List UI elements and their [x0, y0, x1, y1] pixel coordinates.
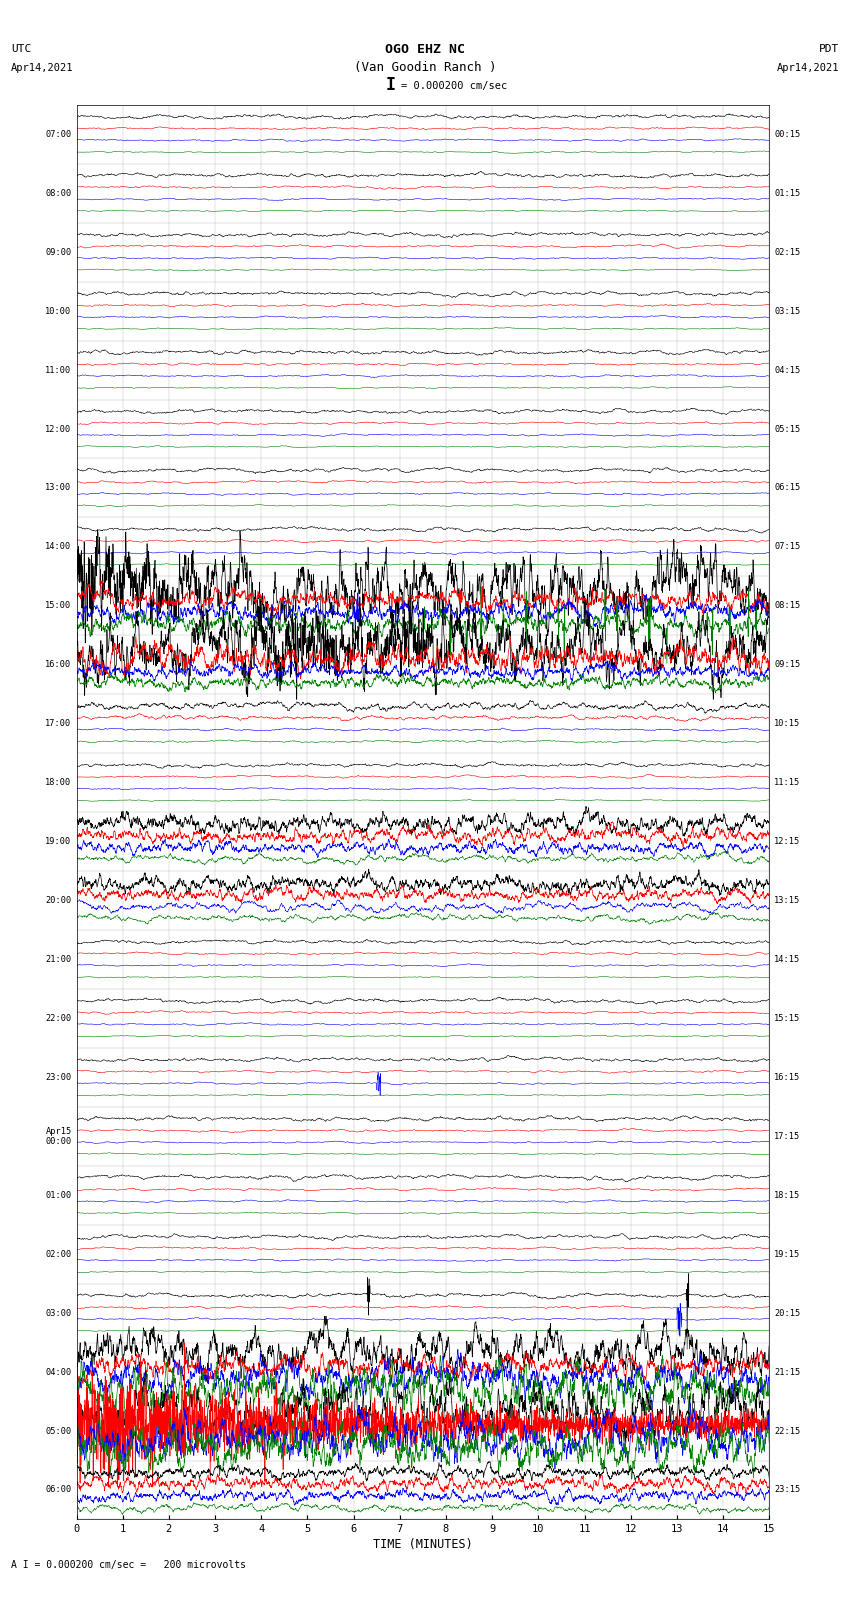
- Text: 04:15: 04:15: [774, 366, 801, 374]
- Text: 16:00: 16:00: [45, 660, 71, 669]
- Text: 05:00: 05:00: [45, 1426, 71, 1436]
- Text: Apr14,2021: Apr14,2021: [11, 63, 74, 73]
- Text: 21:00: 21:00: [45, 955, 71, 965]
- Text: 14:00: 14:00: [45, 542, 71, 552]
- Text: 20:15: 20:15: [774, 1308, 801, 1318]
- Text: 20:00: 20:00: [45, 897, 71, 905]
- Text: 10:15: 10:15: [774, 719, 801, 727]
- Text: 13:00: 13:00: [45, 484, 71, 492]
- Text: 19:00: 19:00: [45, 837, 71, 847]
- Text: 10:00: 10:00: [45, 306, 71, 316]
- Text: 06:00: 06:00: [45, 1486, 71, 1495]
- X-axis label: TIME (MINUTES): TIME (MINUTES): [373, 1539, 473, 1552]
- Text: 17:15: 17:15: [774, 1132, 801, 1140]
- Text: 16:15: 16:15: [774, 1073, 801, 1082]
- Text: 08:15: 08:15: [774, 602, 801, 610]
- Text: 03:00: 03:00: [45, 1308, 71, 1318]
- Text: 23:15: 23:15: [774, 1486, 801, 1495]
- Text: 14:15: 14:15: [774, 955, 801, 965]
- Text: 13:15: 13:15: [774, 897, 801, 905]
- Text: I: I: [386, 76, 396, 94]
- Text: 23:00: 23:00: [45, 1073, 71, 1082]
- Text: 15:15: 15:15: [774, 1015, 801, 1023]
- Text: 22:15: 22:15: [774, 1426, 801, 1436]
- Text: Apr15
00:00: Apr15 00:00: [45, 1126, 71, 1145]
- Text: 01:00: 01:00: [45, 1190, 71, 1200]
- Text: 12:15: 12:15: [774, 837, 801, 847]
- Text: 00:15: 00:15: [774, 129, 801, 139]
- Text: 01:15: 01:15: [774, 189, 801, 198]
- Text: 18:15: 18:15: [774, 1190, 801, 1200]
- Text: 22:00: 22:00: [45, 1015, 71, 1023]
- Text: 07:15: 07:15: [774, 542, 801, 552]
- Text: 12:00: 12:00: [45, 424, 71, 434]
- Text: = 0.000200 cm/sec: = 0.000200 cm/sec: [401, 81, 507, 90]
- Text: (Van Goodin Ranch ): (Van Goodin Ranch ): [354, 61, 496, 74]
- Text: 09:15: 09:15: [774, 660, 801, 669]
- Text: 02:00: 02:00: [45, 1250, 71, 1258]
- Text: A I = 0.000200 cm/sec =   200 microvolts: A I = 0.000200 cm/sec = 200 microvolts: [11, 1560, 246, 1569]
- Text: 11:15: 11:15: [774, 777, 801, 787]
- Text: 21:15: 21:15: [774, 1368, 801, 1376]
- Text: 02:15: 02:15: [774, 248, 801, 256]
- Text: 11:00: 11:00: [45, 366, 71, 374]
- Text: 04:00: 04:00: [45, 1368, 71, 1376]
- Text: 15:00: 15:00: [45, 602, 71, 610]
- Text: 07:00: 07:00: [45, 129, 71, 139]
- Text: PDT: PDT: [819, 44, 839, 55]
- Text: OGO EHZ NC: OGO EHZ NC: [385, 42, 465, 56]
- Text: 09:00: 09:00: [45, 248, 71, 256]
- Text: 08:00: 08:00: [45, 189, 71, 198]
- Text: 05:15: 05:15: [774, 424, 801, 434]
- Text: 17:00: 17:00: [45, 719, 71, 727]
- Text: 19:15: 19:15: [774, 1250, 801, 1258]
- Text: UTC: UTC: [11, 44, 31, 55]
- Text: 18:00: 18:00: [45, 777, 71, 787]
- Text: 06:15: 06:15: [774, 484, 801, 492]
- Text: 03:15: 03:15: [774, 306, 801, 316]
- Text: Apr14,2021: Apr14,2021: [776, 63, 839, 73]
